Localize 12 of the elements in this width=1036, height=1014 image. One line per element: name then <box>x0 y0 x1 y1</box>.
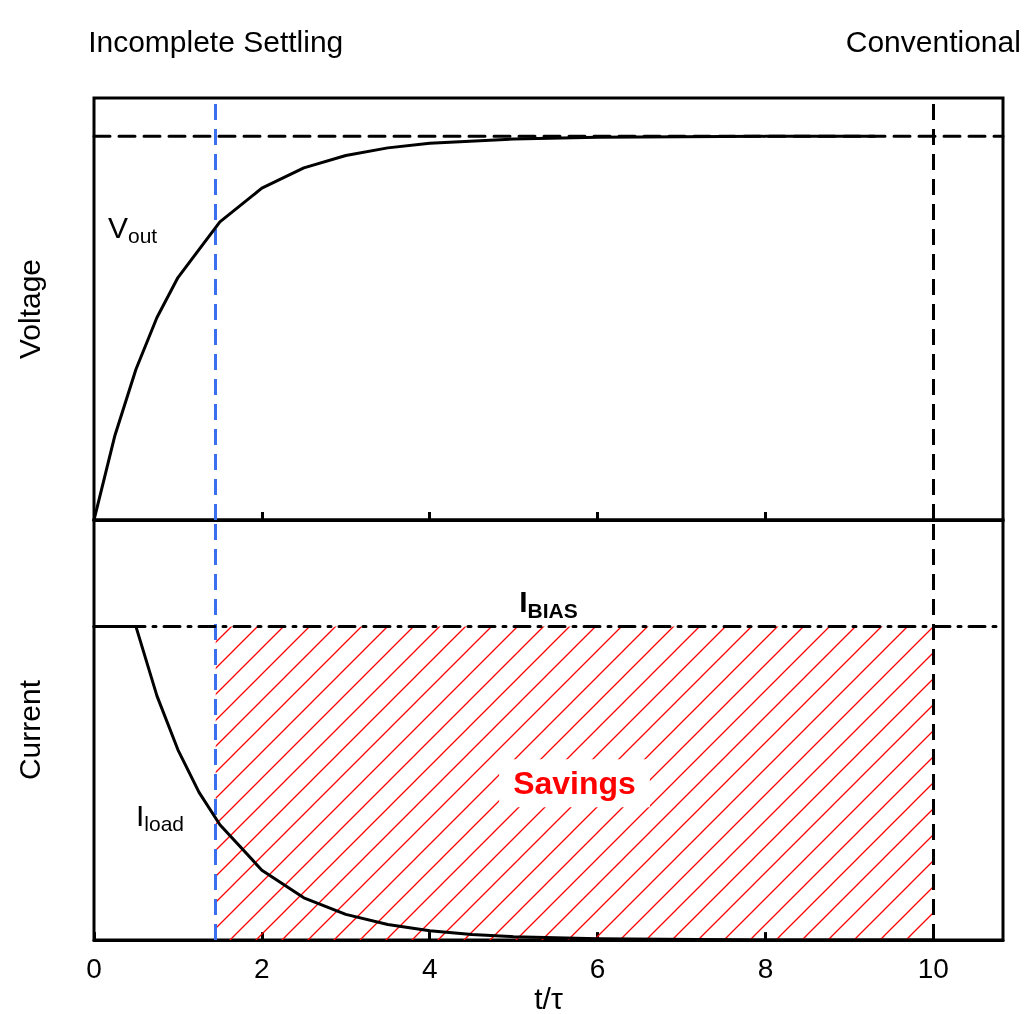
band-label: Savings <box>513 765 636 802</box>
y-axis-title: Voltage <box>12 258 46 360</box>
ref-line-label: Incomplete Settling <box>88 24 344 58</box>
x-tick-label: 10 <box>917 952 949 984</box>
x-tick-label: 0 <box>86 952 102 984</box>
x-tick-label: 2 <box>254 952 270 984</box>
x-tick-label: 6 <box>589 952 606 984</box>
x-axis-title: t/τ <box>534 981 563 1014</box>
ref-line-label: Conventional <box>845 24 1021 58</box>
x-tick-label: 4 <box>421 952 438 984</box>
y-axis-title: Current <box>12 679 46 781</box>
x-tick-label: 8 <box>757 952 774 984</box>
